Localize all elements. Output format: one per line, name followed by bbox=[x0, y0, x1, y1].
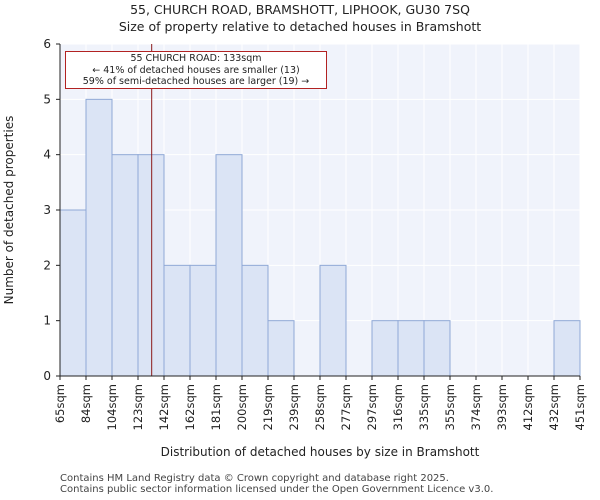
x-tick-label: 451sqm bbox=[573, 384, 587, 430]
chart-title-address: 55, CHURCH ROAD, BRAMSHOTT, LIPHOOK, GU3… bbox=[130, 2, 470, 17]
y-tick-label: 5 bbox=[43, 92, 51, 106]
y-axis-label: Number of detached properties bbox=[2, 116, 16, 305]
x-tick-label: 335sqm bbox=[417, 384, 431, 430]
histogram-bar bbox=[267, 320, 295, 377]
annotation-line-3: 59% of semi-detached houses are larger (… bbox=[82, 76, 310, 87]
x-tick-label: 219sqm bbox=[261, 384, 275, 430]
footer-licence: Contains public sector information licen… bbox=[60, 484, 494, 495]
x-tick-label: 84sqm bbox=[79, 384, 93, 423]
x-tick-label: 142sqm bbox=[157, 384, 171, 430]
histogram-bar bbox=[59, 209, 87, 377]
x-tick-label: 297sqm bbox=[365, 384, 379, 430]
x-tick-label: 355sqm bbox=[443, 384, 457, 430]
x-tick-label: 239sqm bbox=[287, 384, 301, 430]
y-tick-label: 0 bbox=[43, 369, 51, 383]
histogram-bar bbox=[111, 154, 139, 377]
x-tick-label: 104sqm bbox=[105, 384, 119, 430]
histogram-bar bbox=[423, 320, 451, 377]
histogram-bar bbox=[371, 320, 399, 377]
annotation-box: 55 CHURCH ROAD: 133sqm ← 41% of detached… bbox=[65, 51, 327, 89]
histogram-bar bbox=[397, 320, 425, 377]
x-tick-label: 162sqm bbox=[183, 384, 197, 430]
x-tick-label: 316sqm bbox=[391, 384, 405, 430]
y-tick-label: 4 bbox=[43, 148, 51, 162]
footer-copyright: Contains HM Land Registry data © Crown c… bbox=[60, 473, 449, 484]
y-tick-label: 6 bbox=[43, 37, 51, 51]
x-tick-label: 258sqm bbox=[313, 384, 327, 430]
histogram-bar bbox=[189, 264, 217, 377]
annotation-line-1: 55 CHURCH ROAD: 133sqm bbox=[130, 53, 262, 64]
bars bbox=[59, 98, 581, 377]
y-tick-label: 2 bbox=[43, 258, 51, 272]
x-tick-label: 123sqm bbox=[131, 384, 145, 430]
x-tick-label: 65sqm bbox=[53, 384, 67, 423]
histogram-bar bbox=[215, 154, 243, 377]
x-tick-label: 432sqm bbox=[547, 384, 561, 430]
x-axis-label: Distribution of detached houses by size … bbox=[161, 445, 480, 459]
x-tick-labels: 65sqm 84sqm 104sqm 123sqm 142sqm 162sqm 181sqm… bbox=[53, 384, 587, 430]
histogram-bar bbox=[137, 154, 165, 377]
histogram-bar bbox=[163, 264, 191, 377]
y-tick-labels: 0 1 2 3 4 5 6 bbox=[43, 37, 51, 383]
y-tick-label: 1 bbox=[43, 314, 51, 328]
x-tick-label: 393sqm bbox=[495, 384, 509, 430]
x-tick-label: 374sqm bbox=[469, 384, 483, 430]
y-tick-label: 3 bbox=[43, 203, 51, 217]
x-tick-label: 412sqm bbox=[521, 384, 535, 430]
annotation-line-2: ← 41% of detached houses are smaller (13… bbox=[92, 64, 300, 76]
x-tick-label: 277sqm bbox=[339, 384, 353, 430]
axes bbox=[56, 43, 581, 380]
histogram-bar bbox=[241, 264, 269, 377]
histogram-bar bbox=[319, 264, 347, 377]
x-tick-label: 181sqm bbox=[209, 384, 223, 430]
histogram-bar bbox=[85, 98, 113, 377]
histogram-bar bbox=[553, 320, 581, 377]
x-tick-label: 200sqm bbox=[235, 384, 249, 430]
chart-title: Size of property relative to detached ho… bbox=[118, 19, 482, 34]
